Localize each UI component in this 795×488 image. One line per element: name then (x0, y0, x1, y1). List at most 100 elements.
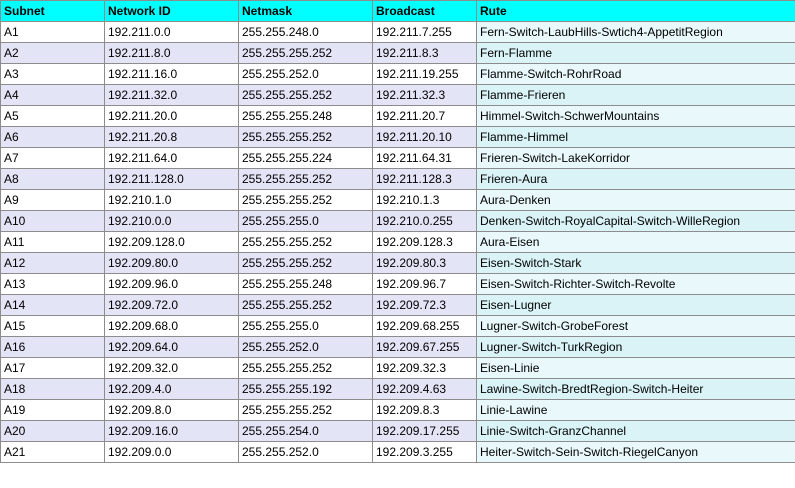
cell-netmask: 255.255.255.252 (238, 84, 373, 106)
cell-network-id: 192.211.20.0 (104, 105, 239, 127)
cell-subnet: A19 (0, 399, 105, 421)
cell-rute: Fern-Flamme (476, 42, 795, 64)
cell-broadcast: 192.210.0.255 (372, 210, 477, 232)
cell-rute: Frieren-Switch-LakeKorridor (476, 147, 795, 169)
cell-broadcast: 192.211.32.3 (372, 84, 477, 106)
cell-netmask: 255.255.248.0 (238, 21, 373, 43)
cell-netmask: 255.255.255.0 (238, 210, 373, 232)
cell-network-id: 192.209.8.0 (104, 399, 239, 421)
cell-netmask: 255.255.255.248 (238, 273, 373, 295)
cell-broadcast: 192.209.8.3 (372, 399, 477, 421)
cell-netmask: 255.255.252.0 (238, 336, 373, 358)
cell-rute: Lawine-Switch-BredtRegion-Switch-Heiter (476, 378, 795, 400)
header-rute: Rute (476, 0, 795, 22)
cell-subnet: A11 (0, 231, 105, 253)
cell-broadcast: 192.211.64.31 (372, 147, 477, 169)
table-row: A13 192.209.96.0 255.255.255.248 192.209.96… (0, 273, 795, 295)
table-row: A1 192.211.0.0 255.255.248.0 192.211.7.255 F… (0, 21, 795, 43)
cell-netmask: 255.255.255.252 (238, 399, 373, 421)
cell-rute: Aura-Denken (476, 189, 795, 211)
cell-network-id: 192.209.72.0 (104, 294, 239, 316)
cell-subnet: A6 (0, 126, 105, 148)
table-row: A11 192.209.128.0 255.255.255.252 192.209.1… (0, 231, 795, 253)
cell-subnet: A20 (0, 420, 105, 442)
header-network-id: Network ID (104, 0, 239, 22)
table-row: A21 192.209.0.0 255.255.252.0 192.209.3.255… (0, 441, 795, 463)
cell-rute: Lugner-Switch-GrobeForest (476, 315, 795, 337)
cell-subnet: A2 (0, 42, 105, 64)
table-row: A3 192.211.16.0 255.255.252.0 192.211.19.25… (0, 63, 795, 85)
cell-network-id: 192.211.32.0 (104, 84, 239, 106)
cell-rute: Eisen-Linie (476, 357, 795, 379)
cell-subnet: A3 (0, 63, 105, 85)
cell-netmask: 255.255.255.248 (238, 105, 373, 127)
cell-netmask: 255.255.255.252 (238, 294, 373, 316)
cell-subnet: A14 (0, 294, 105, 316)
cell-rute: Flamme-Himmel (476, 126, 795, 148)
cell-rute: Fern-Switch-LaubHills-Swtich4-AppetitReg… (476, 21, 795, 43)
cell-broadcast: 192.211.19.255 (372, 63, 477, 85)
cell-subnet: A9 (0, 189, 105, 211)
cell-broadcast: 192.209.72.3 (372, 294, 477, 316)
cell-network-id: 192.209.128.0 (104, 231, 239, 253)
cell-rute: Flamme-Switch-RohrRoad (476, 63, 795, 85)
cell-rute: Eisen-Lugner (476, 294, 795, 316)
table-row: A20 192.209.16.0 255.255.254.0 192.209.17.2… (0, 420, 795, 442)
cell-broadcast: 192.211.7.255 (372, 21, 477, 43)
cell-subnet: A10 (0, 210, 105, 232)
cell-broadcast: 192.209.3.255 (372, 441, 477, 463)
table-row: A2 192.211.8.0 255.255.255.252 192.211.8.3 F… (0, 42, 795, 64)
table-row: A8 192.211.128.0 255.255.255.252 192.211.12… (0, 168, 795, 190)
cell-rute: Lugner-Switch-TurkRegion (476, 336, 795, 358)
cell-broadcast: 192.209.68.255 (372, 315, 477, 337)
cell-rute: Frieren-Aura (476, 168, 795, 190)
table-row: A14 192.209.72.0 255.255.255.252 192.209.72… (0, 294, 795, 316)
cell-network-id: 192.209.68.0 (104, 315, 239, 337)
table-row: A17 192.209.32.0 255.255.255.252 192.209.32… (0, 357, 795, 379)
cell-network-id: 192.209.64.0 (104, 336, 239, 358)
cell-netmask: 255.255.255.252 (238, 357, 373, 379)
cell-network-id: 192.211.8.0 (104, 42, 239, 64)
cell-broadcast: 192.209.80.3 (372, 252, 477, 274)
cell-network-id: 192.210.1.0 (104, 189, 239, 211)
cell-network-id: 192.211.16.0 (104, 63, 239, 85)
cell-rute: Heiter-Switch-Sein-Switch-RiegelCanyon (476, 441, 795, 463)
cell-broadcast: 192.211.20.10 (372, 126, 477, 148)
cell-subnet: A17 (0, 357, 105, 379)
subnet-table: Subnet Network ID Netmask Broadcast Rute… (0, 0, 795, 463)
cell-broadcast: 192.209.4.63 (372, 378, 477, 400)
cell-netmask: 255.255.255.252 (238, 252, 373, 274)
cell-subnet: A7 (0, 147, 105, 169)
cell-netmask: 255.255.254.0 (238, 420, 373, 442)
cell-rute: Aura-Eisen (476, 231, 795, 253)
cell-network-id: 192.210.0.0 (104, 210, 239, 232)
cell-network-id: 192.211.20.8 (104, 126, 239, 148)
cell-netmask: 255.255.252.0 (238, 441, 373, 463)
table-row: A16 192.209.64.0 255.255.252.0 192.209.67.2… (0, 336, 795, 358)
cell-rute: Eisen-Switch-Stark (476, 252, 795, 274)
header-row: Subnet Network ID Netmask Broadcast Rute (0, 0, 795, 22)
cell-netmask: 255.255.255.252 (238, 189, 373, 211)
table-row: A7 192.211.64.0 255.255.255.224 192.211.64.… (0, 147, 795, 169)
cell-rute: Eisen-Switch-Richter-Switch-Revolte (476, 273, 795, 295)
cell-broadcast: 192.210.1.3 (372, 189, 477, 211)
cell-subnet: A12 (0, 252, 105, 274)
cell-rute: Linie-Lawine (476, 399, 795, 421)
table-row: A6 192.211.20.8 255.255.255.252 192.211.20.… (0, 126, 795, 148)
cell-broadcast: 192.209.96.7 (372, 273, 477, 295)
table-row: A9 192.210.1.0 255.255.255.252 192.210.1.3 A… (0, 189, 795, 211)
table-row: A15 192.209.68.0 255.255.255.0 192.209.68.2… (0, 315, 795, 337)
cell-network-id: 192.211.0.0 (104, 21, 239, 43)
cell-rute: Denken-Switch-RoyalCapital-Switch-WilleR… (476, 210, 795, 232)
cell-subnet: A8 (0, 168, 105, 190)
table-row: A12 192.209.80.0 255.255.255.252 192.209.80… (0, 252, 795, 274)
table-row: A18 192.209.4.0 255.255.255.192 192.209.4.6… (0, 378, 795, 400)
cell-netmask: 255.255.255.192 (238, 378, 373, 400)
cell-network-id: 192.209.4.0 (104, 378, 239, 400)
cell-netmask: 255.255.255.0 (238, 315, 373, 337)
header-netmask: Netmask (238, 0, 373, 22)
cell-rute: Flamme-Frieren (476, 84, 795, 106)
cell-netmask: 255.255.255.252 (238, 231, 373, 253)
cell-subnet: A16 (0, 336, 105, 358)
cell-broadcast: 192.211.20.7 (372, 105, 477, 127)
